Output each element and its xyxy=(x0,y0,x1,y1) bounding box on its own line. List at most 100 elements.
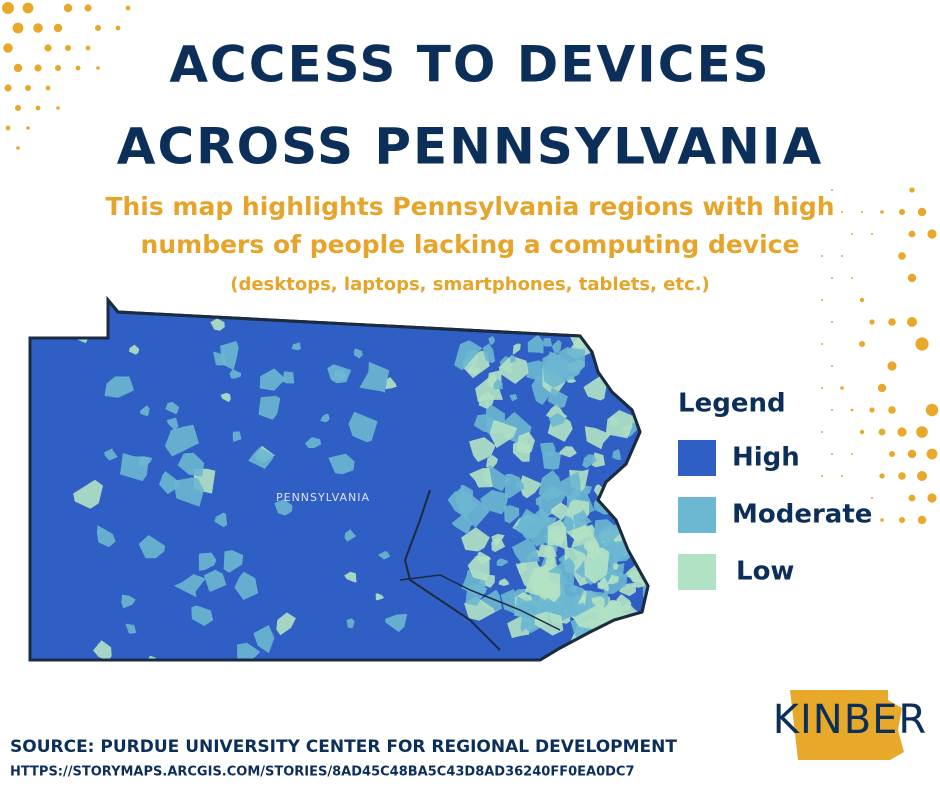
map-region xyxy=(305,437,322,449)
map-region xyxy=(509,393,518,402)
map-region xyxy=(65,174,93,203)
map-region xyxy=(618,340,634,357)
map-region xyxy=(198,552,217,571)
map-region xyxy=(559,446,577,458)
map-region xyxy=(547,519,568,551)
map-region xyxy=(573,510,592,530)
dot xyxy=(33,23,43,33)
logo-text: KINBER xyxy=(773,697,927,743)
map-region xyxy=(125,623,137,634)
dot xyxy=(75,65,81,71)
map-region xyxy=(138,535,165,559)
map-region xyxy=(235,307,247,319)
map-region xyxy=(591,452,606,468)
map-region xyxy=(166,417,179,431)
dot xyxy=(861,519,863,521)
dot xyxy=(841,255,843,257)
dot xyxy=(888,406,896,414)
map-region xyxy=(165,401,180,415)
map-region xyxy=(378,551,391,560)
map-region xyxy=(173,477,204,507)
map-region xyxy=(533,572,561,603)
dot xyxy=(879,473,885,479)
dot xyxy=(65,45,71,51)
legend-title: Legend xyxy=(678,389,786,419)
map-region xyxy=(276,612,296,636)
legend: High Moderate Low xyxy=(678,440,872,590)
dot xyxy=(907,449,917,459)
dot xyxy=(96,66,100,70)
dot xyxy=(16,146,20,150)
map-region xyxy=(570,618,586,638)
map-region xyxy=(624,381,635,393)
map-region xyxy=(159,471,180,495)
map-region xyxy=(584,426,611,450)
map-region xyxy=(605,410,633,439)
map-region xyxy=(609,343,618,353)
map-region xyxy=(100,79,109,86)
dot xyxy=(878,428,886,436)
dot xyxy=(888,318,896,326)
map-region xyxy=(375,593,385,601)
river xyxy=(399,574,561,631)
dot xyxy=(95,25,101,31)
dot xyxy=(12,22,24,34)
dot xyxy=(899,209,905,215)
dot xyxy=(55,65,61,71)
map-region xyxy=(348,411,378,443)
map-region xyxy=(191,605,214,626)
map-region xyxy=(327,364,352,384)
map-region xyxy=(632,528,648,561)
map-region xyxy=(282,371,295,384)
map-region xyxy=(121,594,136,609)
map-region xyxy=(612,449,622,460)
map-region xyxy=(223,550,244,573)
dot xyxy=(831,189,833,191)
map-region xyxy=(564,596,579,611)
dot xyxy=(26,126,30,130)
dot xyxy=(831,321,833,323)
map-region xyxy=(590,329,614,355)
map-region xyxy=(516,431,535,454)
map-region xyxy=(520,621,529,633)
dot xyxy=(871,233,873,235)
map-region xyxy=(496,558,508,567)
map-region xyxy=(611,475,630,491)
map-region xyxy=(460,485,474,500)
map-region xyxy=(259,368,286,391)
map-region xyxy=(498,578,510,586)
map-region xyxy=(232,431,242,442)
dot xyxy=(917,207,927,217)
map-region xyxy=(548,412,566,428)
dot xyxy=(840,386,844,390)
map-region xyxy=(629,336,644,347)
dot xyxy=(5,125,11,131)
decor-dots xyxy=(2,2,939,525)
map-region xyxy=(514,480,524,489)
dot xyxy=(897,427,907,437)
map-region xyxy=(547,387,568,408)
map-region xyxy=(320,413,330,423)
dot xyxy=(927,493,937,503)
map-region xyxy=(556,347,585,376)
dot xyxy=(25,85,31,91)
dot xyxy=(925,403,939,417)
map-region xyxy=(597,576,609,592)
dot xyxy=(898,472,906,480)
logo-shape xyxy=(790,690,904,760)
dot xyxy=(85,45,91,51)
map-region xyxy=(527,334,544,354)
map-region xyxy=(584,547,610,584)
map-region xyxy=(385,613,408,632)
map-region xyxy=(511,538,540,564)
dot xyxy=(916,426,928,438)
map-region xyxy=(93,640,112,660)
dot xyxy=(831,453,833,455)
map-region xyxy=(634,577,647,588)
dot xyxy=(898,252,906,260)
dot xyxy=(850,408,854,412)
map-region xyxy=(53,273,65,289)
map-region xyxy=(584,540,601,554)
map-region xyxy=(563,517,575,531)
